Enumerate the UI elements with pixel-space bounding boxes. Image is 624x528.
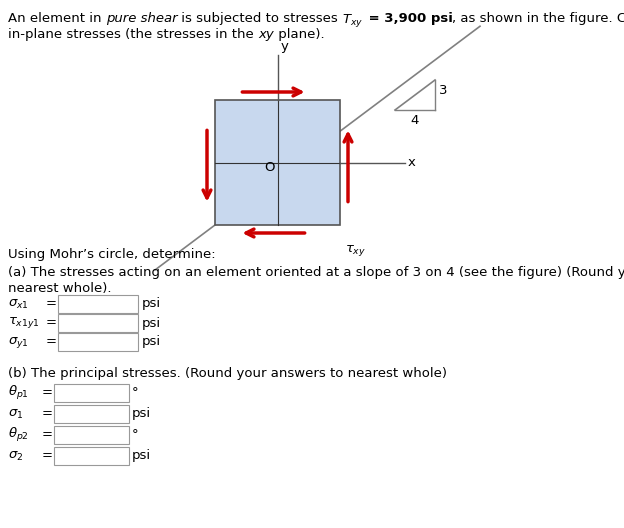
Bar <box>215 100 340 225</box>
Text: $\tau_{x1y1}$: $\tau_{x1y1}$ <box>8 316 40 331</box>
Text: =: = <box>46 335 57 348</box>
Text: plane).: plane). <box>274 28 324 41</box>
Text: in-plane stresses (the stresses in the: in-plane stresses (the stresses in the <box>8 28 258 41</box>
Text: nearest whole).: nearest whole). <box>8 282 112 295</box>
Bar <box>54 447 129 465</box>
Text: psi: psi <box>142 297 161 310</box>
Text: =: = <box>46 316 57 329</box>
Text: =: = <box>46 297 57 310</box>
Text: pure shear: pure shear <box>105 12 177 25</box>
Text: =: = <box>42 449 53 463</box>
Text: y: y <box>281 40 288 53</box>
Text: °: ° <box>132 429 139 441</box>
Text: $\sigma_2$: $\sigma_2$ <box>8 449 23 463</box>
Bar <box>54 405 129 423</box>
Text: =: = <box>42 429 53 441</box>
Text: psi: psi <box>132 449 151 463</box>
Text: An element in: An element in <box>8 12 105 25</box>
Text: $\theta_{p2}$: $\theta_{p2}$ <box>8 426 29 444</box>
Text: °: ° <box>132 386 139 400</box>
Text: =: = <box>42 386 53 400</box>
Text: $\sigma_{y1}$: $\sigma_{y1}$ <box>8 335 29 350</box>
Text: psi: psi <box>142 335 161 348</box>
Text: $\sigma_{x1}$: $\sigma_{x1}$ <box>8 297 29 310</box>
Text: psi: psi <box>142 316 161 329</box>
Text: $T_{xy}$: $T_{xy}$ <box>343 12 364 29</box>
Bar <box>54 384 129 402</box>
Text: 3: 3 <box>439 83 447 97</box>
Text: x: x <box>408 156 416 169</box>
Text: O: O <box>264 161 275 174</box>
Text: (a) The stresses acting on an element oriented at a slope of 3 on 4 (see the fig: (a) The stresses acting on an element or… <box>8 266 624 279</box>
Text: =: = <box>42 408 53 420</box>
Bar <box>54 426 129 444</box>
Text: $\theta_{p1}$: $\theta_{p1}$ <box>8 384 29 402</box>
Text: is subjected to stresses: is subjected to stresses <box>177 12 343 25</box>
Text: $\sigma_1$: $\sigma_1$ <box>8 408 23 420</box>
Bar <box>58 314 138 332</box>
Text: , as shown in the figure. Consider only the: , as shown in the figure. Consider only … <box>452 12 624 25</box>
Text: Using Mohr’s circle, determine:: Using Mohr’s circle, determine: <box>8 248 216 261</box>
Text: = 3,900 psi: = 3,900 psi <box>364 12 452 25</box>
Text: psi: psi <box>132 408 151 420</box>
Bar <box>58 295 138 313</box>
Text: xy: xy <box>258 28 274 41</box>
Text: $\tau_{xy}$: $\tau_{xy}$ <box>345 243 366 258</box>
Bar <box>58 333 138 351</box>
Text: (b) The principal stresses. (Round your answers to nearest whole): (b) The principal stresses. (Round your … <box>8 367 447 380</box>
Text: 4: 4 <box>411 114 419 127</box>
